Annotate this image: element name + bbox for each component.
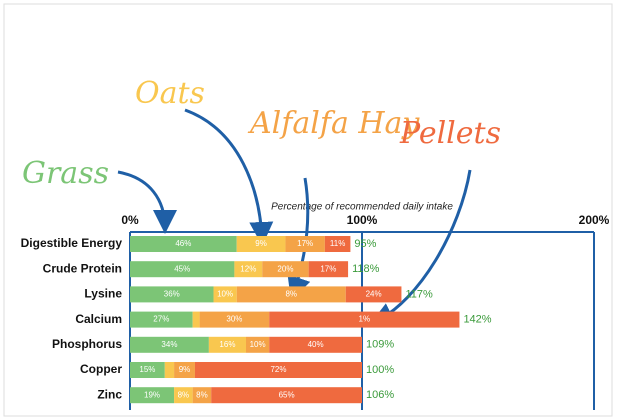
bar-segment (269, 336, 362, 353)
total-label: 106% (366, 389, 394, 401)
segment-label: 65% (279, 390, 295, 399)
bar-segment (246, 336, 270, 353)
segment-label: 8% (196, 390, 208, 399)
total-label: 100% (366, 364, 394, 376)
segment-label: 11% (330, 239, 345, 248)
segment-label: 24% (366, 290, 382, 299)
x-tick-label: 100% (347, 213, 378, 227)
segment-label: 19% (144, 390, 160, 399)
segment-label: 30% (226, 315, 242, 324)
bar-segment (174, 387, 193, 404)
segment-label: 27% (153, 315, 169, 324)
x-tick-label: 0% (121, 213, 139, 227)
bar-segment (130, 286, 214, 303)
bar-segment (130, 336, 209, 353)
bar-segment (174, 362, 195, 378)
segment-label: 46% (175, 239, 191, 248)
category-label: Digestible Energy (21, 236, 123, 250)
bar-segment (236, 286, 346, 303)
segment-label: 9% (179, 365, 191, 374)
bar-segment (130, 236, 237, 252)
segment-label: 12% (240, 264, 256, 273)
segment-label: 1% (359, 315, 371, 324)
x-tick-label: 200% (579, 213, 610, 227)
segment-label: 10% (217, 290, 233, 299)
segment-label: 10% (250, 340, 266, 349)
bar-segment (130, 387, 175, 404)
bar-segment (130, 362, 165, 378)
segment-label: 17% (297, 239, 313, 248)
segment-label: 17% (320, 264, 336, 273)
segment-label: 40% (308, 340, 324, 349)
series-label: Oats (135, 76, 205, 111)
total-label: 118% (352, 263, 380, 275)
bar-segment (208, 336, 246, 353)
bar-segment (164, 362, 175, 378)
segment-label: 8% (178, 390, 190, 399)
segment-label: 15% (139, 365, 155, 374)
series-label: Alfalfa Hay (247, 106, 420, 141)
bar-segment (234, 261, 263, 278)
category-label: Copper (80, 362, 122, 376)
total-label: 109% (366, 339, 394, 351)
bar-segment (213, 286, 237, 303)
category-label: Crude Protein (43, 261, 122, 275)
category-label: Phosphorus (52, 337, 122, 351)
bar-segment (308, 261, 349, 278)
total-label: 95% (354, 238, 376, 250)
total-label: 142% (463, 314, 491, 326)
category-label: Lysine (84, 287, 122, 301)
bar-segment (236, 236, 286, 252)
series-label: Pellets (399, 116, 501, 151)
bar-segment (130, 311, 193, 328)
bar-segment (192, 387, 212, 404)
bar-segment (130, 261, 235, 278)
segment-label: 34% (161, 340, 177, 349)
segment-label: 72% (270, 365, 286, 374)
segment-label: 20% (277, 264, 293, 273)
bar-segment (285, 236, 325, 252)
total-label: 117% (405, 288, 433, 300)
category-label: Calcium (75, 312, 122, 326)
category-label: Zinc (97, 387, 122, 401)
bar-segment (324, 236, 351, 252)
bar-segment (192, 311, 200, 328)
chart-title: Percentage of recommended daily intake (271, 202, 453, 213)
bar-segment (269, 311, 460, 328)
bar-segment (194, 362, 362, 378)
bar-segment (211, 387, 362, 404)
segment-label: 36% (164, 290, 180, 299)
bar-segment (345, 286, 402, 303)
segment-label: 45% (174, 264, 190, 273)
segment-label: 8% (285, 290, 297, 299)
bar-segment (199, 311, 270, 328)
segment-label: 9% (255, 239, 267, 248)
bar-segment (262, 261, 309, 278)
segment-label: 16% (219, 340, 235, 349)
series-label: Grass (22, 156, 109, 191)
